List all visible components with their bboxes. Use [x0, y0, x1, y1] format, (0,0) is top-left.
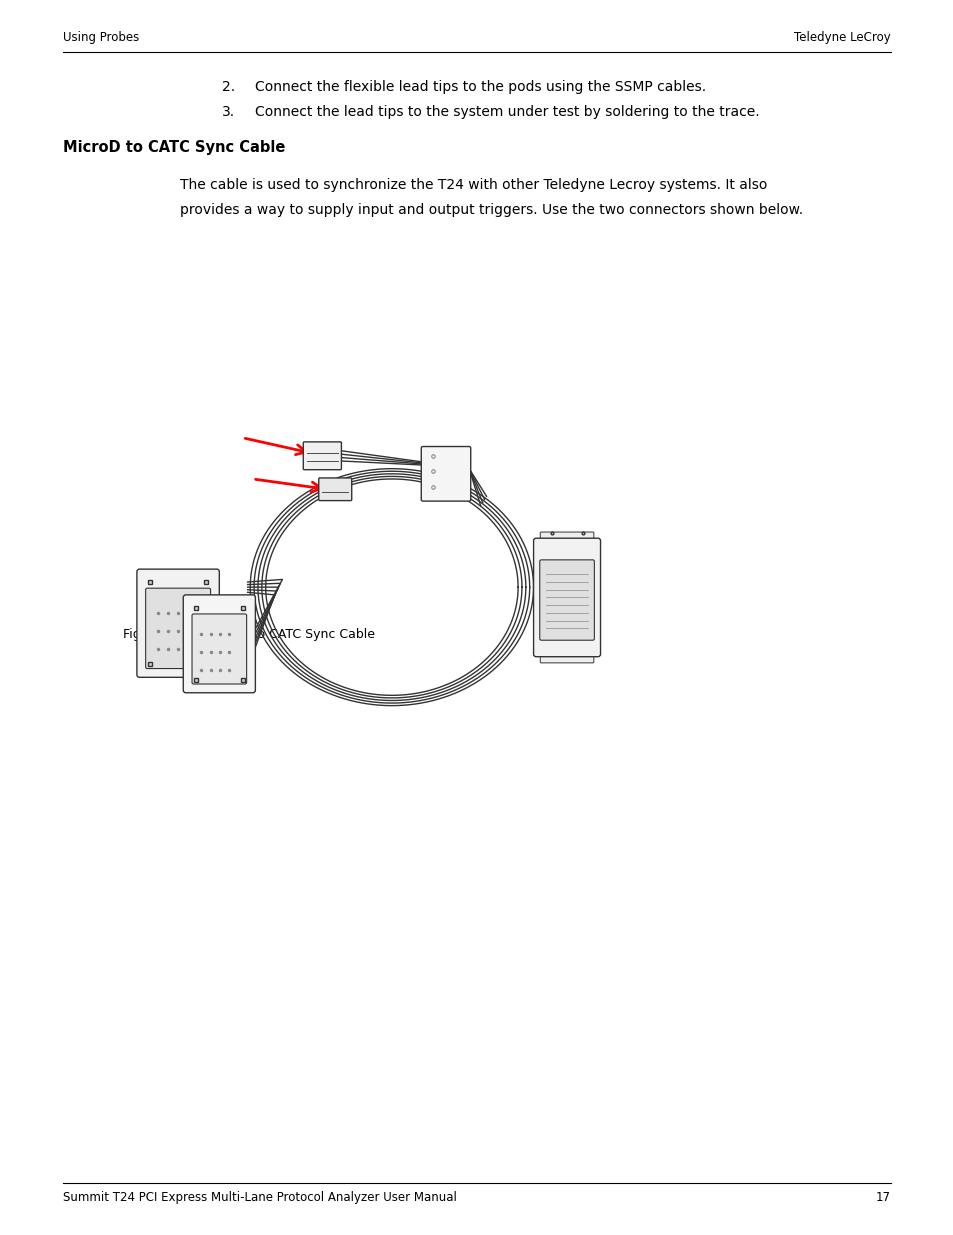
FancyBboxPatch shape	[303, 442, 341, 469]
FancyBboxPatch shape	[318, 478, 352, 500]
Text: Using Probes: Using Probes	[63, 31, 139, 44]
Text: MicroD to CATC Sync Cable: MicroD to CATC Sync Cable	[63, 140, 285, 156]
FancyBboxPatch shape	[192, 614, 247, 684]
Text: Connect the lead tips to the system under test by soldering to the trace.: Connect the lead tips to the system unde…	[254, 105, 759, 119]
Text: 2.: 2.	[222, 80, 234, 94]
Text: Summit T24 PCI Express Multi-Lane Protocol Analyzer User Manual: Summit T24 PCI Express Multi-Lane Protoc…	[63, 1191, 456, 1204]
FancyBboxPatch shape	[183, 595, 255, 693]
FancyBboxPatch shape	[539, 532, 593, 550]
Text: provides a way to supply input and output triggers. Use the two connectors shown: provides a way to supply input and outpu…	[180, 203, 802, 217]
Text: Teledyne LeCroy: Teledyne LeCroy	[794, 31, 890, 44]
FancyBboxPatch shape	[421, 447, 470, 501]
Text: 3.: 3.	[222, 105, 234, 119]
Text: Figure 3.15:  MicroD to CATC Sync Cable: Figure 3.15: MicroD to CATC Sync Cable	[123, 629, 375, 641]
FancyBboxPatch shape	[137, 569, 219, 677]
Text: Connect the flexible lead tips to the pods using the SSMP cables.: Connect the flexible lead tips to the po…	[254, 80, 705, 94]
Text: The cable is used to synchronize the T24 with other Teledyne Lecroy systems. It : The cable is used to synchronize the T24…	[180, 178, 766, 191]
FancyBboxPatch shape	[146, 588, 211, 668]
FancyBboxPatch shape	[539, 559, 594, 640]
FancyBboxPatch shape	[539, 646, 593, 663]
FancyBboxPatch shape	[533, 538, 600, 657]
Text: 17: 17	[875, 1191, 890, 1204]
